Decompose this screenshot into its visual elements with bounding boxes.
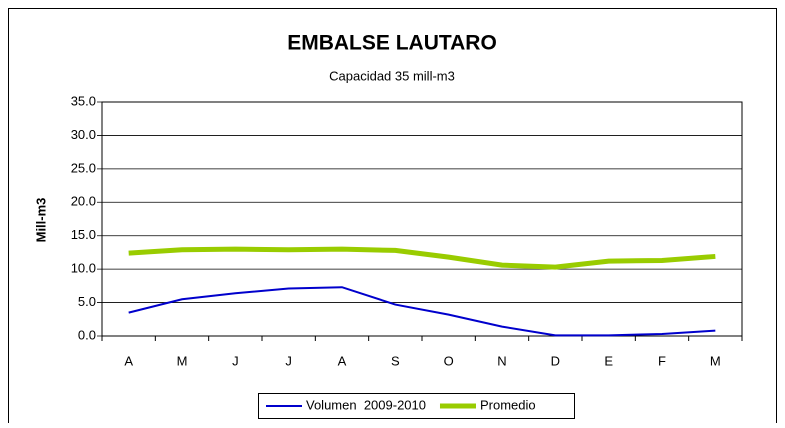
x-tick-label: O [444,353,454,368]
plot-border [101,101,743,337]
legend-label: Volumen 2009-2010 [306,397,426,412]
series-line [128,246,716,270]
y-tick-label: 5.0 [78,294,96,309]
chart-subtitle: Capacidad 35 mill-m3 [329,68,455,83]
x-tick-label: M [177,353,188,368]
x-tick-label: D [551,353,560,368]
chart-border [8,8,777,428]
y-tick-label: 35.0 [71,93,96,108]
y-tick-label: 30.0 [71,127,96,142]
y-tick-label: 25.0 [71,160,96,175]
x-tick-label: J [232,353,239,368]
y-tick-label: 0.0 [78,327,96,342]
y-tick-label: 15.0 [71,227,96,242]
y-tick-label: 10.0 [71,261,96,276]
x-tick-label: F [658,353,666,368]
chart-title: EMBALSE LAUTARO [287,32,497,55]
x-tick-label: A [338,353,347,368]
x-tick-label: N [497,353,506,368]
legend-box [258,393,575,419]
legend-label: Promedio [480,397,536,412]
x-tick-label: J [285,353,292,368]
x-tick-label: M [710,353,721,368]
y-axis-label: Mill-m3 [33,198,48,243]
x-tick-label: A [124,353,133,368]
x-tick-label: E [604,353,613,368]
series-line [128,286,716,337]
y-tick-label: 20.0 [71,194,96,209]
x-tick-label: S [391,353,400,368]
